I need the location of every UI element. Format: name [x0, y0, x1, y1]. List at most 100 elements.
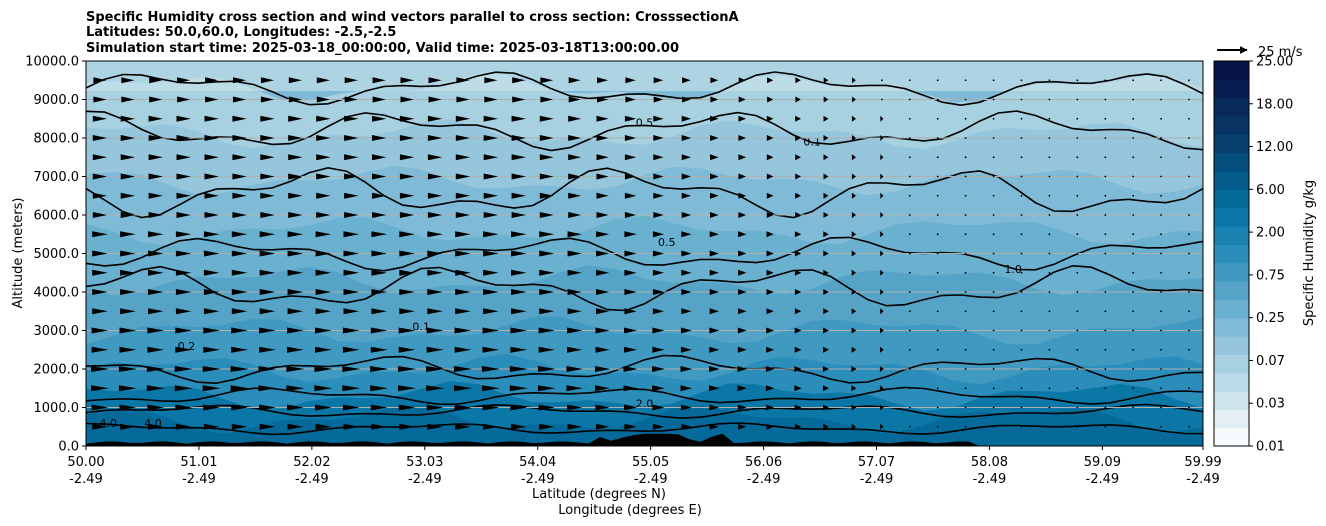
wind-vector [92, 135, 108, 141]
wind-vector [766, 192, 774, 199]
wind-vector [510, 404, 528, 411]
wind-vector [567, 346, 583, 353]
wind-vector [483, 173, 499, 180]
wind-vector [258, 385, 277, 392]
wind-vector [91, 385, 109, 392]
colorbar-tick-label: 0.03 [1256, 397, 1285, 412]
wind-vector [936, 214, 939, 216]
wind-vector [538, 404, 555, 411]
wind-vector [202, 366, 221, 372]
wind-vector [936, 291, 939, 293]
wind-vector [371, 423, 387, 430]
wind-vector [287, 269, 304, 276]
wind-vector [148, 173, 163, 180]
wind-vector [175, 423, 192, 430]
wind-vector [538, 346, 555, 353]
wind-vector [288, 154, 303, 161]
wind-vector [1104, 291, 1107, 293]
y-tick-label: 8000.0 [34, 132, 80, 147]
wind-vector [964, 117, 967, 120]
wind-vector [260, 96, 275, 103]
wind-vector [288, 77, 302, 84]
wind-vector [766, 289, 774, 295]
wind-vector [426, 404, 444, 411]
wind-vector [231, 289, 248, 295]
wind-vector [91, 404, 109, 411]
wind-vector [1188, 214, 1190, 216]
wind-vector [568, 96, 581, 103]
wind-vector [568, 212, 582, 218]
wind-vector [342, 346, 360, 353]
wind-vector [709, 423, 719, 430]
wind-vector [823, 327, 829, 334]
wind-vector [794, 308, 802, 315]
wind-vector [964, 79, 967, 82]
wind-vector [203, 327, 221, 334]
wind-vector [596, 231, 610, 238]
wind-vector [1104, 233, 1107, 236]
wind-vector [568, 192, 582, 199]
wind-vector [1160, 368, 1162, 370]
wind-vector [343, 289, 360, 295]
wind-vector [316, 115, 331, 122]
wind-vector [823, 231, 829, 238]
wind-vector [852, 77, 856, 84]
wind-vector [766, 327, 775, 334]
wind-vector [1076, 368, 1079, 370]
wind-vector [454, 404, 472, 411]
wind-vector [1020, 137, 1023, 139]
wind-vector [204, 173, 219, 180]
wind-vector [120, 269, 136, 276]
wind-vector [120, 308, 136, 315]
wind-vector [851, 154, 856, 161]
wind-vector [992, 271, 995, 274]
wind-vector [568, 77, 581, 84]
wind-vector [1104, 117, 1107, 120]
wind-vector [964, 233, 967, 236]
humidity-contour-line [86, 236, 1203, 272]
wind-vector [455, 269, 471, 276]
wind-vector [880, 289, 884, 295]
chart-title-line-3: Simulation start time: 2025-03-18_00:00:… [86, 41, 679, 56]
wind-vector [482, 404, 500, 411]
wind-vector [681, 308, 692, 315]
wind-vector [652, 327, 665, 334]
wind-vector [1020, 348, 1023, 351]
wind-vector [709, 404, 720, 411]
wind-vector [709, 289, 719, 295]
wind-vector [539, 192, 554, 199]
wind-vector [1048, 156, 1051, 159]
wind-vector [481, 366, 500, 372]
wind-vector [455, 173, 471, 180]
wind-vector [1160, 98, 1162, 101]
wind-vector [992, 233, 995, 236]
wind-vector [120, 212, 136, 218]
wind-vector [1160, 233, 1162, 236]
wind-vector [316, 192, 331, 199]
x-tick-label-lat: 53.03 [406, 455, 443, 470]
x-tick-label-lon: -2.49 [1086, 472, 1120, 487]
wind-vector [908, 348, 911, 351]
wind-vector [710, 192, 719, 199]
wind-vector [710, 173, 719, 180]
wind-vector [596, 115, 609, 122]
wind-vector [1048, 368, 1051, 370]
humidity-contour-line [86, 71, 1203, 107]
wind-vector [427, 173, 443, 180]
wind-vector [879, 385, 884, 392]
wind-vector [1076, 233, 1079, 236]
wind-vector [682, 96, 691, 103]
wind-vector [203, 308, 220, 315]
wind-vector [1188, 79, 1190, 82]
wind-vector [92, 192, 108, 199]
wind-vector [511, 115, 526, 122]
y-tick-label: 9000.0 [34, 93, 80, 108]
wind-vector [316, 212, 331, 218]
wind-vector [1076, 194, 1079, 197]
wind-vector [1188, 310, 1190, 313]
wind-vector [427, 308, 443, 315]
wind-vector [120, 173, 136, 180]
wind-vector [1160, 271, 1162, 274]
wind-vector [175, 289, 192, 295]
wind-vector [231, 250, 248, 257]
